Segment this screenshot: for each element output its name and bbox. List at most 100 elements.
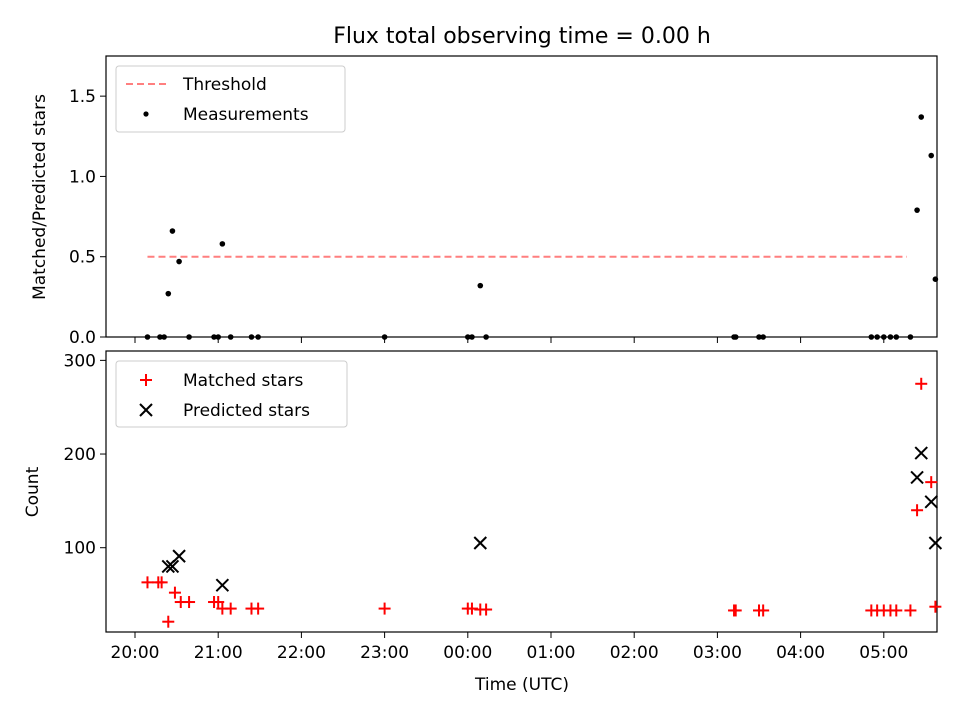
predicted-star-marker xyxy=(910,470,924,485)
matched-star-marker xyxy=(904,604,917,617)
measurement-point xyxy=(732,334,739,340)
bottom-y-tick-label: 200 xyxy=(64,445,96,465)
measurement-point xyxy=(161,334,167,340)
measurement-point xyxy=(165,290,172,297)
matched-star-marker xyxy=(155,576,168,589)
bottom-legend-box xyxy=(115,360,348,428)
matched-star-marker xyxy=(252,602,265,615)
x-tick-label: 20:00 xyxy=(111,643,160,663)
predicted-star-marker xyxy=(215,578,230,592)
legend-predicted-swatch xyxy=(139,403,153,417)
predicted-star-marker xyxy=(924,495,938,509)
bottom-x-ticks: 20:00 21:00 22:00 23:00 00:00 01:00 02:00 03:00… xyxy=(111,632,908,663)
matched-star-marker xyxy=(212,596,225,609)
measurement-point xyxy=(215,334,221,340)
top-y-tick-label: 1.0 xyxy=(69,167,96,187)
measurement-point xyxy=(211,334,217,340)
bottom-legend: Matched stars Predicted stars xyxy=(115,360,348,428)
bottom-panel: 100 200 300 20:00 21:00 22:00 23:00 00:00 01:00… xyxy=(23,350,943,695)
matched-star-marker xyxy=(168,586,181,599)
measurement-point xyxy=(248,334,255,340)
legend-matched-label: Matched stars xyxy=(183,371,303,391)
matched-star-marker xyxy=(141,576,154,589)
matched-star-marker xyxy=(162,615,175,628)
predicted-star-marker xyxy=(165,559,180,574)
top-panel: 0.0 0.5 1.0 1.5 Matched/Predicted stars Thr… xyxy=(30,55,939,348)
measurement-point xyxy=(227,334,234,340)
top-x-ticks xyxy=(134,337,885,343)
x-tick-label: 03:00 xyxy=(693,643,742,663)
chart-title: Flux total observing time = 0.00 h xyxy=(333,24,711,49)
matched-star-marker xyxy=(929,600,942,613)
matched-star-marker xyxy=(480,603,493,616)
measurement-point xyxy=(932,276,939,282)
measurement-point xyxy=(144,334,151,340)
predicted-star-marker xyxy=(473,536,487,550)
x-tick-label: 04:00 xyxy=(776,643,825,663)
matched-stars-points xyxy=(141,377,942,628)
predicted-marker-b xyxy=(910,470,924,485)
top-legend: Threshold Measurements xyxy=(115,65,346,133)
x-tick-label: 23:00 xyxy=(360,643,409,663)
measurement-point xyxy=(381,334,388,340)
top-y-axis-label: Matched/Predicted stars xyxy=(30,94,50,300)
legend-measurements-label: Measurements xyxy=(183,105,309,125)
matched-star-marker xyxy=(183,596,196,609)
measurement-point xyxy=(477,282,484,289)
top-y-tick-label: 0.5 xyxy=(69,248,96,268)
measurement-point xyxy=(893,334,900,340)
predicted-marker-b xyxy=(165,559,180,574)
measurement-point xyxy=(874,334,880,340)
matched-star-marker xyxy=(224,602,237,615)
predicted-marker-b xyxy=(473,536,487,550)
measurement-point xyxy=(157,334,163,340)
measurement-point xyxy=(176,258,182,265)
predicted-marker-b xyxy=(924,495,938,509)
x-tick-label: 02:00 xyxy=(610,643,659,663)
x-tick-label: 01:00 xyxy=(527,643,576,663)
x-axis-label: Time (UTC) xyxy=(474,675,569,695)
measurement-point xyxy=(907,334,914,340)
x-tick-label: 00:00 xyxy=(443,643,492,663)
predicted-marker-b xyxy=(928,536,943,550)
predicted-star-marker xyxy=(928,536,943,550)
top-y-tick-label: 0.0 xyxy=(69,328,96,348)
predicted-marker-b xyxy=(172,549,186,563)
predicted-marker-b xyxy=(914,446,928,460)
measurement-point xyxy=(255,334,261,340)
x-tick-label: 22:00 xyxy=(277,643,326,663)
measurement-point xyxy=(760,334,766,340)
predicted-star-marker xyxy=(161,559,175,574)
measurement-point xyxy=(756,334,762,340)
measurement-point xyxy=(914,207,920,213)
legend-threshold-label: Threshold xyxy=(182,75,267,95)
predicted-stars-points xyxy=(161,446,943,592)
measurement-point xyxy=(918,114,925,120)
x-tick-label: 05:00 xyxy=(859,643,908,663)
measurement-point xyxy=(868,334,875,340)
measurement-point xyxy=(881,334,887,340)
measurement-point xyxy=(186,334,192,340)
bottom-y-tick-label: 300 xyxy=(64,351,96,371)
measurement-point xyxy=(465,334,471,340)
measurement-points xyxy=(144,114,939,340)
legend-predicted-label: Predicted stars xyxy=(183,401,310,421)
predicted-star-marker xyxy=(172,549,186,563)
top-legend-box xyxy=(115,65,346,133)
matched-star-marker xyxy=(925,476,938,489)
bottom-y-ticks: 100 200 300 xyxy=(64,351,106,559)
measurement-point xyxy=(483,334,489,340)
measurement-point xyxy=(169,228,176,234)
matched-star-marker xyxy=(378,602,391,615)
bottom-y-tick-label: 100 xyxy=(64,539,96,559)
top-y-ticks: 0.0 0.5 1.0 1.5 xyxy=(69,87,106,348)
bottom-y-axis-label: Count xyxy=(23,466,43,517)
matched-star-marker xyxy=(915,377,928,390)
legend-matched-swatch xyxy=(140,374,152,386)
predicted-marker-b xyxy=(161,559,175,574)
matched-star-marker xyxy=(757,604,770,617)
measurement-point xyxy=(928,152,935,159)
matched-star-marker xyxy=(890,604,903,617)
x-tick-label: 21:00 xyxy=(194,643,243,663)
